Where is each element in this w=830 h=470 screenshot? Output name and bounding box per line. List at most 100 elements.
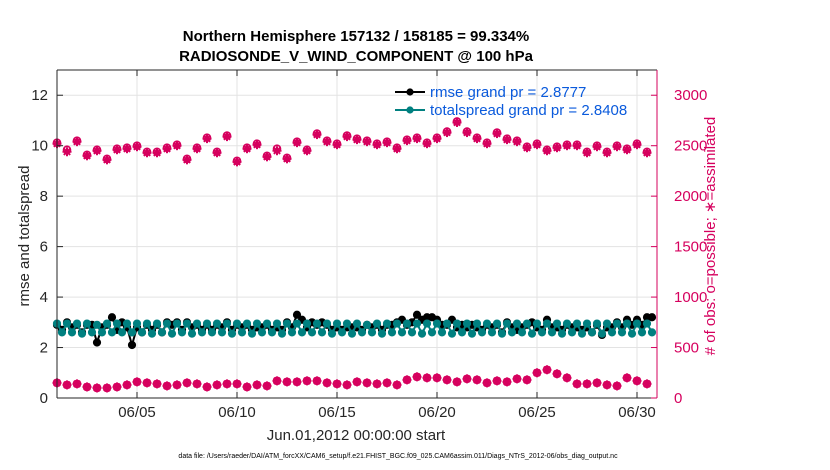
totalspread-point: [442, 319, 452, 328]
totalspread-point: [417, 329, 427, 338]
totalspread-point: [377, 329, 387, 338]
x-tick-label: 06/10: [218, 404, 256, 421]
totalspread-point: [87, 328, 97, 337]
footer-note: data file: /Users/raeder/DAI/ATM_forcXX/…: [178, 453, 618, 460]
obs-assimilated-point: [542, 146, 552, 156]
obs-assimilated-point: [452, 117, 462, 127]
obs-low-assimilated-point: [552, 369, 562, 379]
totalspread-point: [557, 329, 567, 338]
totalspread-point: [507, 328, 517, 337]
totalspread-point: [67, 328, 77, 337]
totalspread-point: [412, 319, 422, 328]
totalspread-point: [162, 319, 172, 328]
obs-assimilated-point: [252, 140, 262, 150]
totalspread-point: [602, 319, 612, 328]
obs-low-assimilated-point: [142, 378, 152, 388]
totalspread-point: [532, 319, 542, 328]
obs-low-assimilated-point: [302, 376, 312, 386]
obs-assimilated-point: [582, 148, 592, 158]
obs-low-assimilated-point: [342, 380, 352, 390]
obs-assimilated-point: [312, 130, 322, 140]
totalspread-point: [182, 319, 192, 328]
totalspread-point: [72, 319, 82, 328]
totalspread-point: [267, 328, 277, 337]
totalspread-point: [517, 328, 527, 337]
totalspread-point: [522, 319, 532, 328]
totalspread-point: [452, 319, 462, 328]
obs-assimilated-point: [552, 143, 562, 153]
totalspread-point: [447, 329, 457, 338]
obs-low-assimilated-point: [572, 379, 582, 389]
y-tick-label: 6: [40, 239, 48, 256]
totalspread-point: [247, 329, 257, 338]
totalspread-point: [277, 329, 287, 338]
obs-low-assimilated-point: [192, 379, 202, 389]
obs-assimilated-point: [192, 144, 202, 154]
chart-title: Northern Hemisphere 157132 / 158185 = 99…: [179, 28, 534, 65]
y-axis-right-label: # of obs: o=possible; ∗=assimilated: [702, 117, 719, 356]
y-tick-label: 10: [31, 138, 48, 155]
obs-low-assimilated-point: [202, 382, 212, 392]
totalspread-point: [422, 319, 432, 328]
y-right-tick-label: 3000: [674, 87, 707, 104]
totalspread-point: [117, 328, 127, 337]
totalspread-point: [332, 319, 342, 328]
obs-assimilated-point: [432, 134, 442, 144]
obs-assimilated-point: [62, 147, 72, 157]
totalspread-point: [437, 328, 447, 337]
obs-low-assimilated-point: [312, 376, 322, 386]
obs-assimilated-point: [282, 154, 292, 164]
totalspread-point: [322, 319, 332, 328]
totalspread-point: [472, 319, 482, 328]
totalspread-point: [352, 319, 362, 328]
obs-low-assimilated-point: [122, 380, 132, 390]
totalspread-point: [107, 328, 117, 337]
obs-assimilated-point: [332, 140, 342, 150]
obs-low-assimilated-point: [132, 377, 142, 387]
totalspread-point: [572, 319, 582, 328]
obs-low-assimilated-point: [462, 374, 472, 384]
totalspread-point: [242, 319, 252, 328]
obs-low-assimilated-point: [82, 382, 92, 392]
obs-low-assimilated-point: [582, 379, 592, 389]
totalspread-point: [577, 329, 587, 338]
totalspread-point: [607, 328, 617, 337]
legend-marker-1: [406, 106, 414, 114]
totalspread-point: [547, 328, 557, 337]
obs-assimilated-point: [512, 137, 522, 147]
totalspread-point: [132, 319, 142, 328]
obs-low-assimilated-point: [612, 381, 622, 391]
obs-assimilated-point: [352, 135, 362, 145]
obs-assimilated-point: [502, 135, 512, 145]
totalspread-point: [262, 319, 272, 328]
totalspread-point: [382, 319, 392, 328]
obs-low-assimilated-point: [232, 379, 242, 389]
totalspread-point: [237, 328, 247, 337]
obs-low-assimilated-point: [502, 377, 512, 387]
totalspread-point: [362, 320, 372, 329]
obs-low-assimilated-point: [592, 378, 602, 388]
obs-low-assimilated-point: [532, 368, 542, 378]
plot-area: [57, 70, 657, 398]
y-right-tick-label: 1500: [674, 239, 707, 256]
totalspread-point: [307, 328, 317, 337]
totalspread-point: [92, 320, 102, 329]
totalspread-point: [82, 319, 92, 328]
totalspread-point: [612, 319, 622, 328]
totalspread-point: [467, 329, 477, 338]
obs-assimilated-point: [422, 139, 432, 149]
obs-assimilated-point: [462, 128, 472, 138]
totalspread-point: [317, 328, 327, 337]
totalspread-point: [392, 319, 402, 328]
y-tick-label: 2: [40, 340, 48, 357]
totalspread-point: [97, 328, 107, 337]
obs-assimilated-point: [602, 148, 612, 158]
totalspread-point: [337, 328, 347, 337]
totalspread-point: [552, 319, 562, 328]
obs-assimilated-point: [172, 141, 182, 151]
obs-assimilated-point: [342, 132, 352, 142]
obs-low-assimilated-point: [182, 378, 192, 388]
obs-assimilated-point: [262, 152, 272, 162]
